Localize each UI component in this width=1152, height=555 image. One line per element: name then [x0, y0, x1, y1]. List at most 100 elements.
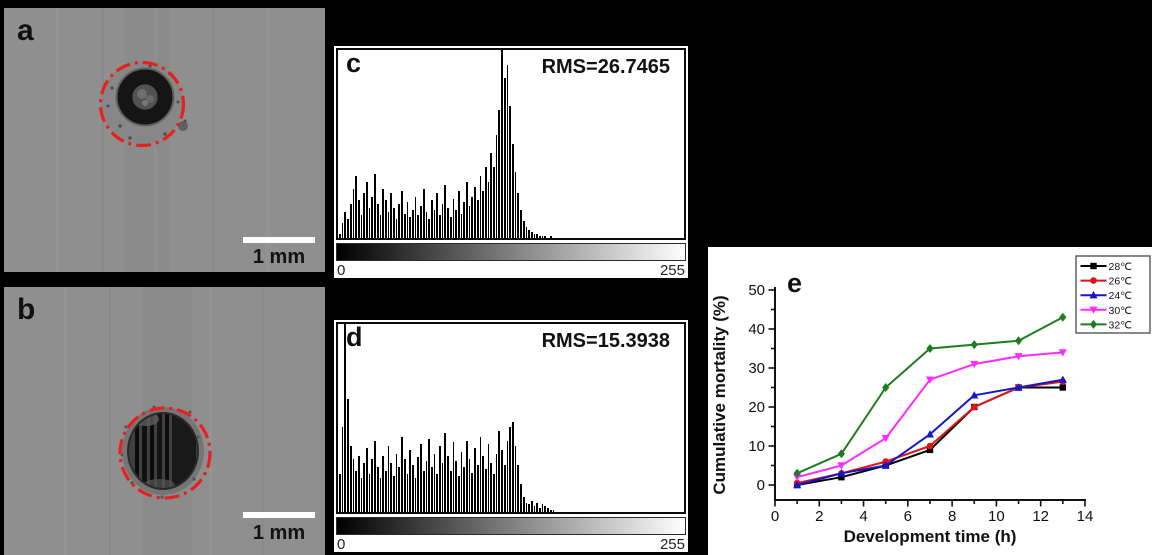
egg-dark-patch [178, 121, 188, 131]
histogram-bar [466, 440, 468, 512]
histogram-bar [447, 455, 449, 512]
gray-max-label: 255 [659, 262, 685, 279]
legend-marker [1090, 277, 1097, 284]
x-tick-label: 14 [1077, 508, 1094, 525]
histogram-bar [487, 444, 490, 512]
histogram-bar [425, 211, 428, 238]
histogram-bar [441, 463, 444, 512]
histogram-bar [506, 65, 509, 238]
histogram-bar [460, 451, 463, 512]
histogram-d-bars [339, 324, 683, 512]
histogram-bar [476, 200, 479, 238]
series-marker-32℃ [970, 340, 978, 350]
histogram-bar [549, 510, 552, 512]
histogram-bar [517, 192, 520, 238]
histogram-bar [517, 465, 520, 512]
panel-c-histogram: c RMS=26.7465 0 255 [334, 46, 688, 280]
histogram-bar [395, 219, 398, 238]
histogram-bar [490, 463, 493, 512]
panel-d-letter: d [346, 322, 363, 352]
histogram-bar [366, 181, 368, 238]
grayscale-gradient-bar [336, 517, 686, 535]
histogram-bar [466, 181, 468, 238]
histogram-bar [487, 181, 490, 238]
histogram-bar [457, 476, 460, 512]
histogram-bar [541, 504, 544, 512]
panel-b-image: 1 mm b [4, 287, 325, 555]
panel-b-letter: b [17, 293, 35, 326]
egg-core-highlight [137, 89, 147, 99]
series-marker-30℃ [881, 435, 890, 443]
histogram-bar [514, 172, 517, 238]
histogram-bar [509, 106, 511, 238]
x-tick-label: 8 [948, 508, 956, 525]
histogram-bar [341, 427, 344, 512]
histogram-bar [339, 234, 341, 238]
histogram-bar [414, 196, 417, 238]
series-marker-32℃ [882, 383, 890, 392]
histogram-bar [493, 474, 495, 512]
histogram-bar [457, 191, 460, 238]
histogram-bar [357, 200, 360, 238]
histogram-bar [420, 444, 422, 512]
histogram-bar [417, 215, 420, 238]
histogram-bar [520, 209, 522, 238]
histogram-bar [436, 192, 439, 238]
vertical-streaks [64, 287, 264, 555]
series-marker-24℃ [970, 391, 979, 399]
histogram-bar [430, 200, 433, 238]
series-marker-28℃ [926, 446, 934, 454]
panel-e-letter: e [787, 268, 802, 298]
histogram-bar [441, 204, 444, 238]
histogram-bar [452, 442, 455, 512]
histogram-bar [390, 192, 393, 238]
histogram-bar [428, 438, 430, 512]
histogram-bar [452, 198, 455, 238]
dead-egg-body [120, 405, 204, 499]
histogram-bar [509, 427, 511, 512]
series-marker-30℃ [925, 376, 934, 384]
histogram-bar [341, 222, 344, 238]
panel-d-histogram: d RMS=15.3938 0 255 [334, 320, 688, 554]
histogram-bar [498, 110, 501, 238]
y-tick-label: 0 [757, 477, 765, 494]
egg-core-highlight [146, 95, 154, 103]
histogram-bar [411, 465, 414, 512]
panel-e-chart: e 0 2 4 6 8 10 12 14 0 10 20 30 40 50 Development time… [708, 247, 1152, 555]
rms-value-c: RMS=26.7465 [541, 56, 670, 78]
histogram-bar [544, 236, 547, 238]
histogram-bar [401, 436, 403, 512]
y-tick-label: 50 [748, 282, 765, 299]
series-marker-32℃ [837, 449, 846, 459]
histogram-bar [428, 219, 430, 238]
histogram-bar [387, 446, 390, 512]
scale-bar-label: 1 mm [253, 246, 305, 268]
histogram-bar [439, 446, 441, 512]
histogram-bar [425, 461, 428, 512]
histogram-c-bars [339, 50, 683, 238]
histogram-bar [460, 213, 463, 238]
histogram-bar [347, 399, 349, 512]
histogram-bar [533, 234, 536, 238]
panel-a-image: 1 mm a [4, 8, 325, 272]
legend-label: 26℃ [1109, 276, 1133, 288]
histogram-bar [444, 433, 447, 512]
histogram-bar [490, 153, 493, 238]
histogram-bar [374, 440, 376, 512]
histogram-bar [355, 175, 357, 238]
histogram-bar [444, 185, 447, 238]
grayscale-axis-labels: 0 255 [336, 261, 686, 280]
histogram-bar [471, 196, 474, 238]
grayscale-axis-labels: 0 255 [336, 535, 686, 554]
histogram-bar [422, 470, 425, 512]
histogram-bar [536, 502, 539, 512]
x-tick-label: 0 [771, 508, 779, 525]
histogram-bar [360, 478, 363, 512]
series-marker-24℃ [1058, 375, 1067, 383]
histogram-bar [539, 236, 541, 238]
series-marker-32℃ [1014, 336, 1023, 346]
histogram-bar [533, 506, 536, 512]
histogram-bar [455, 461, 457, 512]
histogram-bar [366, 448, 368, 512]
histogram-bar [390, 463, 393, 512]
